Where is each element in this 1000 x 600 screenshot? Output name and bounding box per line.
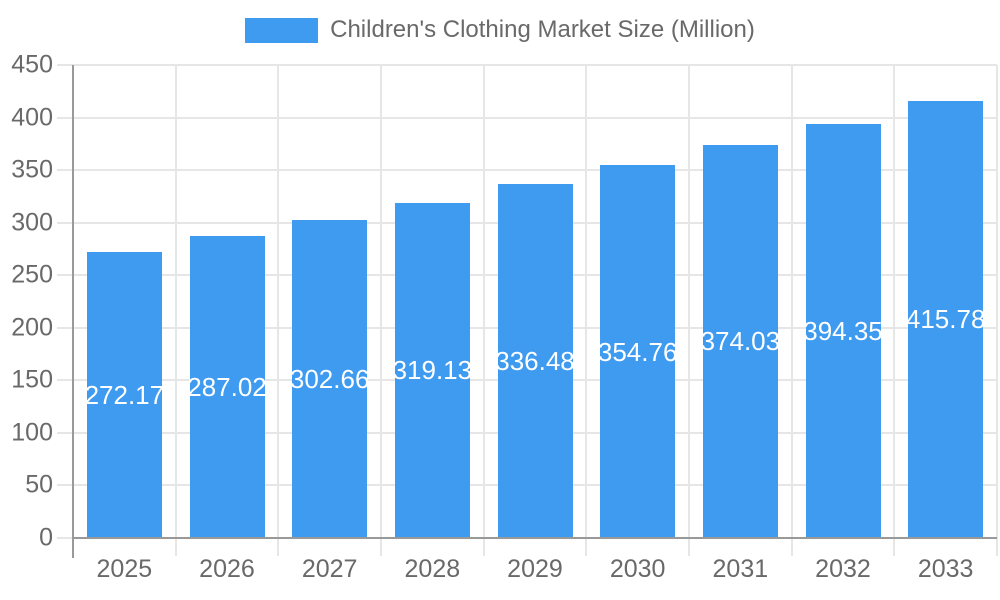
x-tick-label: 2032 — [815, 555, 871, 583]
bar — [394, 202, 470, 538]
y-tick-label: 0 — [39, 523, 53, 552]
y-axis-line — [72, 65, 74, 558]
h-gridline — [57, 64, 997, 66]
h-gridline — [57, 169, 997, 172]
x-tick-label: 2033 — [917, 555, 974, 583]
bar — [86, 251, 162, 538]
h-gridline — [57, 116, 997, 119]
x-axis-line — [73, 537, 997, 539]
x-tick-label: 2025 — [96, 555, 153, 583]
bar — [189, 236, 265, 538]
bar-value-label: 415.78 — [905, 304, 986, 335]
v-gridline — [996, 65, 998, 556]
bar — [908, 100, 984, 538]
x-tick-label: 2030 — [609, 555, 666, 583]
y-tick-label: 250 — [11, 260, 53, 289]
y-tick-label: 400 — [11, 103, 53, 132]
v-gridline — [585, 65, 588, 556]
bar — [805, 123, 881, 538]
bar — [292, 219, 368, 538]
x-tick-label: 2026 — [199, 555, 255, 583]
legend-label: Children's Clothing Market Size (Million… — [330, 16, 755, 43]
bar — [497, 184, 573, 538]
plot-area: 0 50 100 150 200 250 300 350 400 450 272.17 2025 287… — [11, 52, 998, 582]
bar-value-label: 302.66 — [289, 363, 370, 394]
bar-value-label: 287.02 — [187, 372, 267, 403]
x-tick-label: 2029 — [507, 555, 563, 583]
bar — [600, 165, 676, 538]
v-gridline — [688, 65, 690, 556]
y-tick-label: 100 — [11, 418, 53, 447]
x-tick-label: 2027 — [301, 555, 358, 583]
v-gridline — [380, 65, 382, 556]
bar-value-label: 374.03 — [700, 326, 781, 357]
x-tick-label: 2031 — [712, 555, 769, 583]
v-gridline — [277, 65, 280, 556]
v-gridline — [174, 65, 177, 556]
y-tick-label: 300 — [11, 208, 53, 237]
legend-item[interactable]: Children's Clothing Market Size (Million… — [0, 16, 1000, 44]
x-tick-label: 2028 — [404, 555, 461, 583]
v-gridline — [893, 65, 896, 556]
y-tick-label: 350 — [11, 155, 53, 184]
y-tick-label: 450 — [11, 50, 53, 79]
legend-swatch — [245, 17, 319, 43]
v-gridline — [482, 65, 485, 556]
y-tick-label: 200 — [11, 313, 53, 342]
bar-value-label: 319.13 — [392, 355, 473, 386]
y-zero-tick — [57, 537, 73, 539]
bar-value-label: 394.35 — [803, 315, 883, 346]
y-tick-label: 50 — [25, 470, 53, 499]
v-gridline — [790, 65, 793, 556]
bar-value-label: 272.17 — [84, 379, 165, 410]
bar-value-label: 354.76 — [597, 336, 678, 367]
bar-value-label: 336.48 — [495, 346, 575, 377]
y-tick-label: 150 — [11, 365, 53, 394]
bar — [702, 144, 778, 538]
